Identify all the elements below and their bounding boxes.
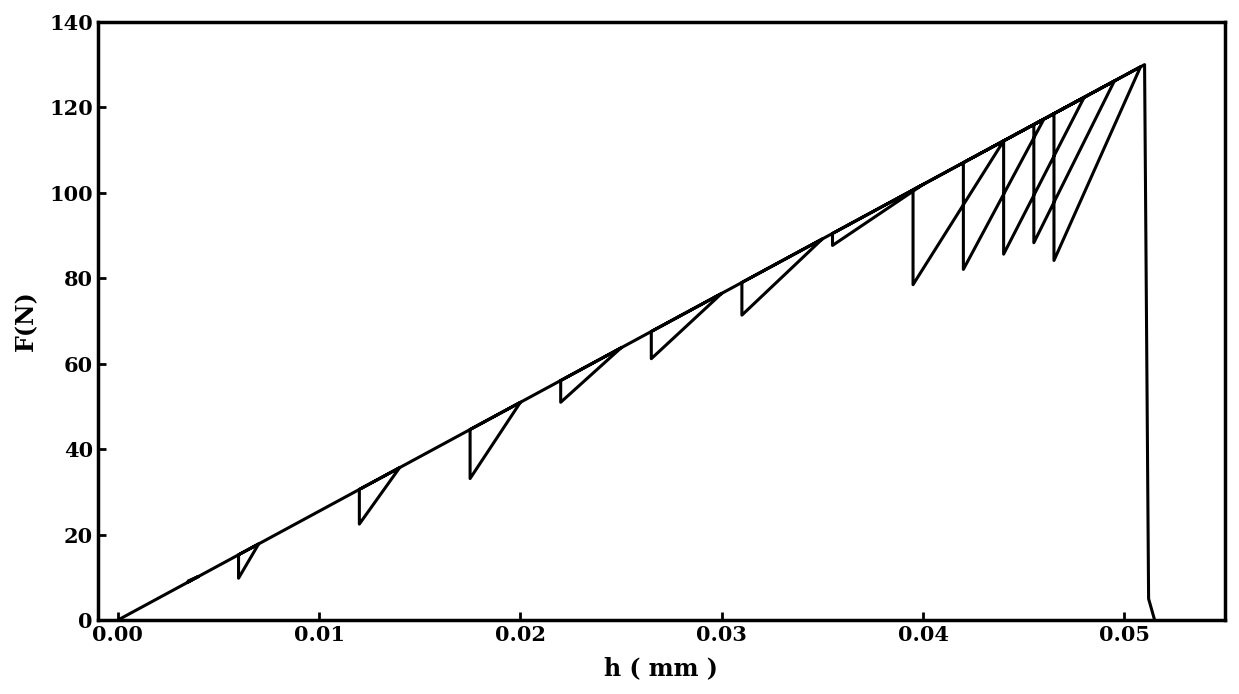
Y-axis label: F(N): F(N) <box>14 291 38 351</box>
X-axis label: h ( mm ): h ( mm ) <box>605 656 719 680</box>
